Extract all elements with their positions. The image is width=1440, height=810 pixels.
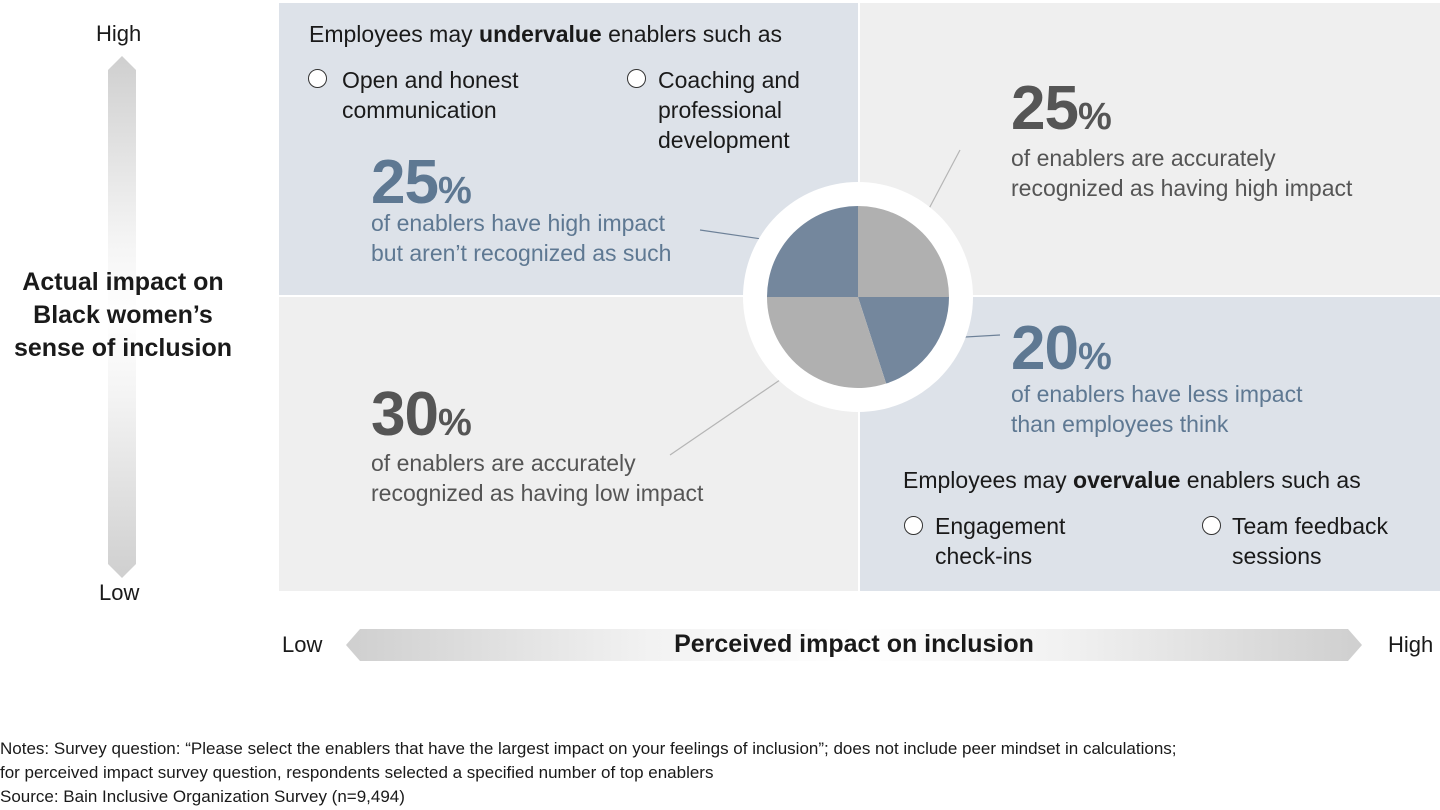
y-axis-high-label: High (96, 21, 142, 46)
stat-unit: % (1077, 96, 1112, 138)
pie-slice-overvalued (858, 297, 949, 384)
stat-text-line: than employees think (1011, 411, 1229, 437)
enabler-item-feedback: Team feedback sessions (1232, 511, 1388, 571)
item-line: Engagement (935, 513, 1066, 539)
stat-text-line: of enablers have high impact (371, 210, 666, 236)
stat-text-line: of enablers have less impact (1011, 381, 1303, 407)
note-line: Notes: Survey question: “Please select t… (0, 739, 1177, 758)
stat-bottom-right-text: of enablers have less impact than employ… (1011, 379, 1303, 439)
item-line: professional (658, 97, 783, 123)
stat-unit: % (1077, 336, 1112, 378)
stat-text-line: of enablers are accurately (371, 450, 636, 476)
item-line: Team feedback (1232, 513, 1388, 539)
pie-slice-high-accurate (858, 206, 949, 297)
x-axis-title: Perceived impact on inclusion (674, 630, 1034, 658)
stat-top-left-text: of enablers have high impact but aren’t … (371, 208, 671, 268)
radio-icon (1202, 516, 1221, 535)
item-line: Coaching and (658, 67, 800, 93)
pie-slice-low-accurate (767, 297, 887, 388)
intro-suffix: enablers such as (1180, 467, 1361, 493)
stat-text-line: recognized as having high impact (1011, 175, 1353, 201)
undervalue-intro: Employees may undervalue enablers such a… (309, 19, 782, 49)
stat-unit: % (437, 170, 472, 212)
y-axis-arrow (108, 56, 136, 578)
x-axis-high-label: High (1388, 632, 1434, 657)
footnotes: Notes: Survey question: “Please select t… (0, 737, 1440, 809)
stat-top-left: 25% (371, 152, 472, 222)
y-axis-low-label: Low (99, 580, 140, 605)
stat-bottom-left-text: of enablers are accurately recognized as… (371, 448, 703, 508)
item-line: sessions (1232, 543, 1322, 569)
stat-bottom-left: 30% (371, 384, 472, 454)
stat-text-line: of enablers are accurately (1011, 145, 1276, 171)
stat-value: 20 (1011, 314, 1079, 383)
pie-slice-undervalued (767, 206, 858, 297)
stat-value: 30 (371, 380, 439, 449)
stat-text-line: recognized as having low impact (371, 480, 704, 506)
x-axis-low-label: Low (282, 632, 323, 657)
intro-bold: undervalue (479, 21, 602, 47)
radio-icon (904, 516, 923, 535)
stat-bottom-right: 20% (1011, 318, 1112, 388)
source-line: Source: Bain Inclusive Organization Surv… (0, 787, 405, 806)
pie-slices (767, 206, 949, 388)
item-line: development (658, 127, 790, 153)
radio-icon (627, 69, 646, 88)
overvalue-intro: Employees may overvalue enablers such as (903, 465, 1361, 495)
stat-text-line: but aren’t recognized as such (371, 240, 672, 266)
intro-bold: overvalue (1073, 467, 1181, 493)
stat-value: 25 (1011, 74, 1079, 143)
intro-prefix: Employees may (309, 21, 480, 47)
note-line: for perceived impact survey question, re… (0, 763, 714, 782)
enabler-item-engagement: Engagement check-ins (935, 511, 1065, 571)
stat-top-right: 25% (1011, 78, 1112, 148)
item-line: check-ins (935, 543, 1033, 569)
stat-value: 25 (371, 148, 439, 217)
stat-unit: % (437, 402, 472, 444)
x-axis-arrow (346, 629, 1362, 661)
enabler-item-open-communication: Open and honest communication (342, 65, 518, 125)
stat-top-right-text: of enablers are accurately recognized as… (1011, 143, 1352, 203)
intro-suffix: enablers such as (601, 21, 783, 47)
intro-prefix: Employees may (903, 467, 1074, 493)
y-axis-title: Actual impact on Black women’s sense of … (13, 268, 233, 362)
radio-icon (308, 69, 327, 88)
item-line: communication (342, 97, 497, 123)
item-line: Open and honest (342, 67, 519, 93)
enabler-item-coaching: Coaching and professional development (658, 65, 800, 155)
